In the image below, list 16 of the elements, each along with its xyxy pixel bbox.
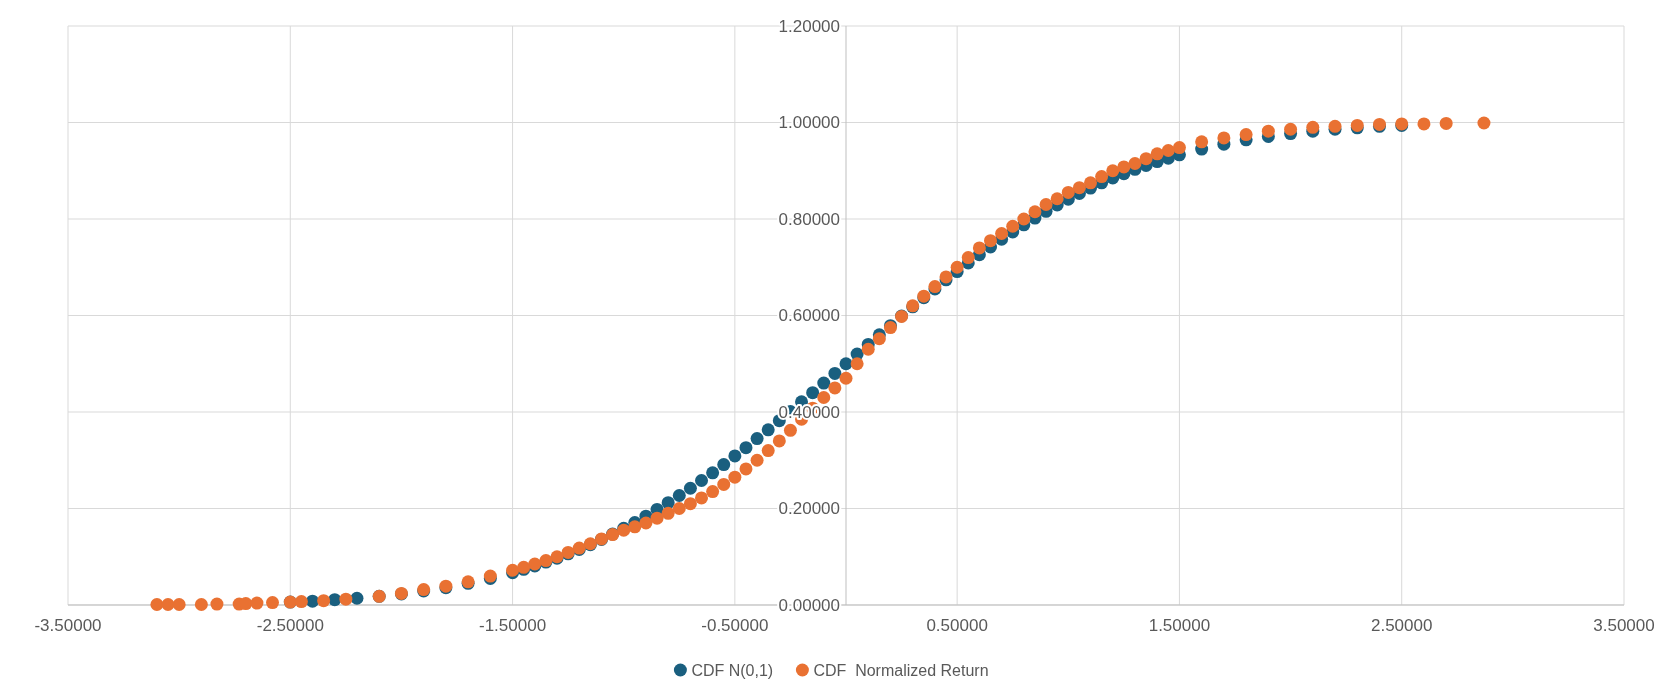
y-tick-label: 0.60000 [778,306,840,326]
y-tick-label: 0.00000 [778,595,840,615]
legend-label: CDF N(0,1) [691,661,774,679]
x-tick-label: -2.50000 [256,616,324,635]
x-tick-label: 3.50000 [1593,616,1655,635]
x-tick-label: -1.50000 [479,616,547,635]
x-tick-label: 2.50000 [1370,616,1433,635]
x-tick-label: -0.50000 [701,616,769,635]
x-tick-label: 0.50000 [926,616,988,635]
y-tick-label: 1.20000 [778,16,840,36]
y-tick-label: 1.00000 [778,113,840,133]
x-tick-label: -3.50000 [34,616,102,635]
y-tick-label: 0.80000 [778,209,840,229]
legend-label: CDF Normalized Return [813,661,989,679]
x-tick-label: 1.50000 [1148,616,1211,635]
y-tick-label: 0.20000 [778,499,840,519]
